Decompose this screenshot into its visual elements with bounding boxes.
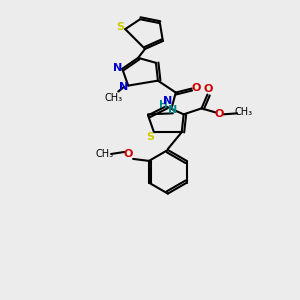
Text: N: N: [113, 63, 122, 73]
Text: CH₃: CH₃: [95, 149, 113, 159]
Text: O: O: [204, 84, 213, 94]
Text: O: O: [215, 109, 224, 119]
Text: N: N: [168, 105, 177, 116]
Text: CH₃: CH₃: [104, 94, 122, 103]
Text: CH₃: CH₃: [234, 107, 252, 117]
Text: O: O: [192, 82, 201, 93]
Text: H: H: [158, 100, 167, 110]
Text: N: N: [118, 82, 128, 92]
Text: N: N: [163, 97, 172, 106]
Text: O: O: [124, 149, 133, 159]
Text: S: S: [146, 132, 154, 142]
Text: S: S: [116, 22, 124, 32]
